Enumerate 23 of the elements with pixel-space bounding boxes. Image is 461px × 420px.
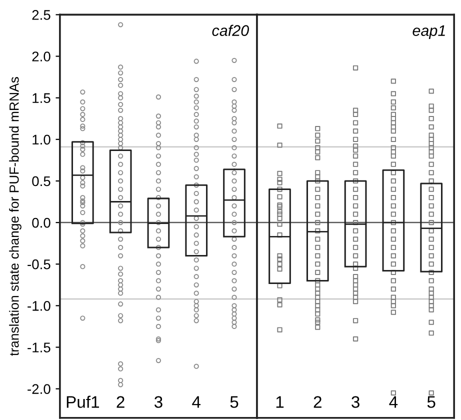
y-tick-label: -1.5 bbox=[28, 342, 50, 352]
x-tick-label: 4 bbox=[192, 396, 201, 408]
y-tick-label: 1.5 bbox=[32, 93, 50, 104]
y-tick-label: -1.0 bbox=[28, 301, 50, 311]
x-tick-label: 4 bbox=[389, 396, 398, 408]
x-tick-label: 3 bbox=[352, 396, 360, 408]
y-tick-label: -0.5 bbox=[28, 259, 50, 270]
text: eap1 bbox=[412, 25, 445, 40]
x-tick-label: Puf1 bbox=[66, 396, 99, 408]
y-tick-label: 2.5 bbox=[32, 10, 50, 20]
x-tick-label: 5 bbox=[427, 396, 436, 408]
y-axis-title: translation state change for PUF-bound mRNAs bbox=[9, 77, 22, 356]
x-tick-label: 5 bbox=[230, 396, 238, 408]
y-tick-label: 0.0 bbox=[32, 218, 50, 228]
y-tick-label: 1.0 bbox=[32, 134, 50, 145]
x-tick-label: 3 bbox=[154, 396, 162, 408]
text: caf20 bbox=[212, 24, 249, 36]
y-tick-label: 0.5 bbox=[32, 176, 50, 186]
y-tick-label: -2.0 bbox=[28, 384, 50, 394]
x-tick-label: 1 bbox=[276, 396, 284, 408]
x-tick-label: 2 bbox=[314, 396, 322, 408]
y-tick-label: 2.0 bbox=[32, 52, 50, 62]
x-tick-label: 2 bbox=[116, 396, 124, 408]
